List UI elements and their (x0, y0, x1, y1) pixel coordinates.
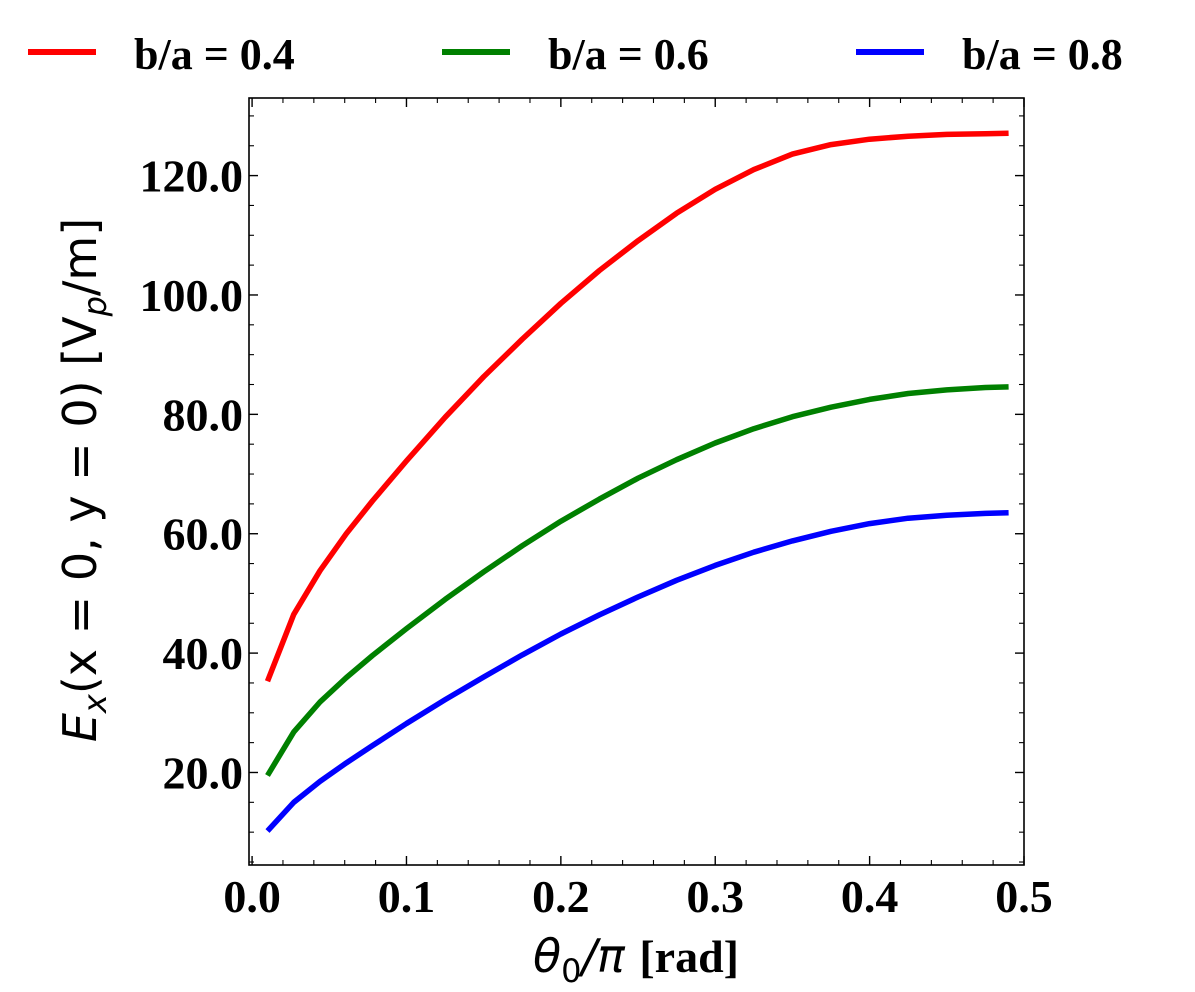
minor-ticks (249, 98, 1024, 865)
series-line-2 (265, 384, 1009, 777)
y-axis-label-sub2: p (76, 296, 114, 317)
major-ticks (249, 98, 1025, 865)
y-tick-label: 60.0 (163, 509, 244, 560)
legend-item-1: b/a = 0.4 (28, 30, 295, 79)
legend-label: b/a = 0.4 (134, 30, 295, 79)
legend-item-3: b/a = 0.8 (856, 30, 1123, 79)
x-tick-label: 0.5 (995, 871, 1053, 922)
y-axis-label-mid: (x = 0, y = 0) [V (53, 316, 107, 694)
legend: b/a = 0.4 b/a = 0.6 b/a = 0.8 (28, 30, 1123, 79)
x-tick-label: 0.4 (841, 871, 899, 922)
y-tick-label: 20.0 (163, 747, 244, 798)
series-line-3 (265, 510, 1009, 833)
y-axis-label-main: E (53, 713, 107, 742)
x-axis-label-main: θ (533, 929, 561, 983)
y-tick-label: 40.0 (163, 628, 244, 679)
y-axis-label-end: /m] (53, 218, 107, 296)
legend-item-2: b/a = 0.6 (442, 30, 709, 79)
y-tick-label: 80.0 (163, 389, 244, 440)
y-axis-label-sub: x (76, 693, 114, 714)
y-axis-label: Ex(x = 0, y = 0) [Vp/m] (53, 218, 114, 742)
legend-label: b/a = 0.8 (962, 30, 1123, 79)
plot-frame (248, 97, 1025, 866)
x-axis-label-unit: [rad] (639, 931, 739, 982)
y-tick-labels: 20.0 40.0 60.0 80.0 100.0 120.0 (140, 151, 244, 799)
x-tick-label: 0.1 (378, 871, 436, 922)
y-tick-label: 100.0 (140, 270, 244, 321)
x-tick-labels: 0.0 0.1 0.2 0.3 0.4 0.5 (223, 871, 1052, 922)
series-lines (264, 130, 1009, 833)
legend-label: b/a = 0.6 (548, 30, 709, 79)
y-tick-label: 120.0 (140, 151, 244, 202)
series-line-1 (264, 130, 1009, 683)
x-axis-label-mid: /π (578, 929, 640, 983)
x-tick-label: 0.0 (223, 871, 281, 922)
x-tick-label: 0.3 (686, 871, 744, 922)
x-axis-label: θ0/π [rad] (533, 929, 739, 990)
x-axis-label-sub: 0 (561, 952, 581, 990)
x-tick-label: 0.2 (532, 871, 590, 922)
